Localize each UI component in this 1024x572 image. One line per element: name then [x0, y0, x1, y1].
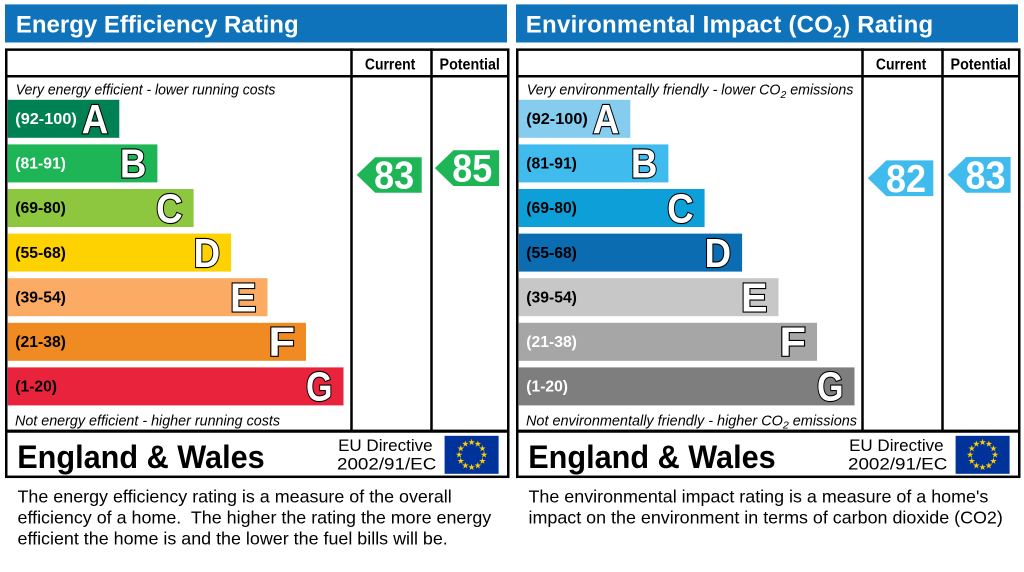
svg-text:(81-91): (81-91) [526, 156, 577, 173]
svg-text:2002/91/EC: 2002/91/EC [848, 454, 947, 473]
svg-text:Environmental Impact (CO2) Rat: Environmental Impact (CO2) Rating [526, 12, 934, 42]
svg-text:E: E [230, 275, 257, 321]
svg-text:(55-68): (55-68) [526, 245, 577, 262]
svg-text:F: F [269, 319, 296, 365]
svg-text:impact on the environment in t: impact on the environment in terms of ca… [529, 508, 1003, 528]
svg-text:2002/91/EC: 2002/91/EC [337, 454, 436, 473]
svg-text:(81-91): (81-91) [15, 156, 66, 173]
svg-text:F: F [780, 319, 807, 365]
svg-text:The environmental impact ratin: The environmental impact rating is a mea… [529, 487, 989, 507]
svg-text:Current: Current [365, 57, 416, 74]
svg-text:(55-68): (55-68) [15, 245, 66, 262]
svg-text:A: A [82, 96, 109, 142]
svg-text:The energy efficiency rating i: The energy efficiency rating is a measur… [18, 487, 452, 507]
svg-text:EU Directive: EU Directive [849, 436, 943, 455]
svg-text:(21-38): (21-38) [15, 334, 66, 351]
svg-text:83: 83 [374, 155, 414, 198]
svg-text:(92-100): (92-100) [15, 111, 77, 128]
svg-text:Not environmentally friendly -: Not environmentally friendly - higher CO… [526, 413, 857, 431]
svg-text:Energy Efficiency Rating: Energy Efficiency Rating [16, 12, 299, 39]
svg-text:England & Wales: England & Wales [17, 439, 265, 475]
svg-text:83: 83 [966, 154, 1006, 197]
svg-text:Very environmentally friendly: Very environmentally friendly - lower CO… [527, 83, 854, 101]
svg-text:Current: Current [876, 57, 927, 74]
svg-text:England & Wales: England & Wales [528, 439, 776, 475]
svg-text:(39-54): (39-54) [526, 289, 577, 306]
svg-text:efficiency of a home. The hig: efficiency of a home. The higher the rat… [18, 508, 492, 528]
svg-text:Very energy efficient - lower: Very energy efficient - lower running co… [16, 83, 276, 99]
svg-text:C: C [156, 185, 183, 231]
svg-text:E: E [741, 275, 768, 321]
svg-text:EU Directive: EU Directive [338, 436, 432, 455]
svg-text:Potential: Potential [951, 57, 1011, 74]
svg-text:D: D [705, 230, 732, 276]
svg-text:(69-80): (69-80) [526, 200, 577, 217]
svg-text:82: 82 [886, 158, 926, 201]
svg-text:(92-100): (92-100) [526, 111, 588, 128]
svg-text:G: G [306, 364, 333, 410]
svg-text:(1-20): (1-20) [15, 379, 57, 396]
svg-text:(1-20): (1-20) [526, 379, 568, 396]
svg-text:efficient the home is and the: efficient the home is and the lower the … [18, 528, 448, 548]
svg-text:G: G [817, 364, 844, 410]
svg-text:B: B [120, 141, 147, 187]
svg-text:A: A [593, 96, 620, 142]
svg-text:(69-80): (69-80) [15, 200, 66, 217]
svg-text:85: 85 [452, 148, 492, 191]
svg-text:D: D [194, 230, 221, 276]
svg-text:(39-54): (39-54) [15, 289, 66, 306]
svg-text:Not energy efficient - higher: Not energy efficient - higher running co… [15, 413, 280, 429]
svg-text:C: C [667, 185, 694, 231]
svg-text:Potential: Potential [440, 57, 500, 74]
svg-text:B: B [631, 141, 658, 187]
svg-text:(21-38): (21-38) [526, 334, 577, 351]
